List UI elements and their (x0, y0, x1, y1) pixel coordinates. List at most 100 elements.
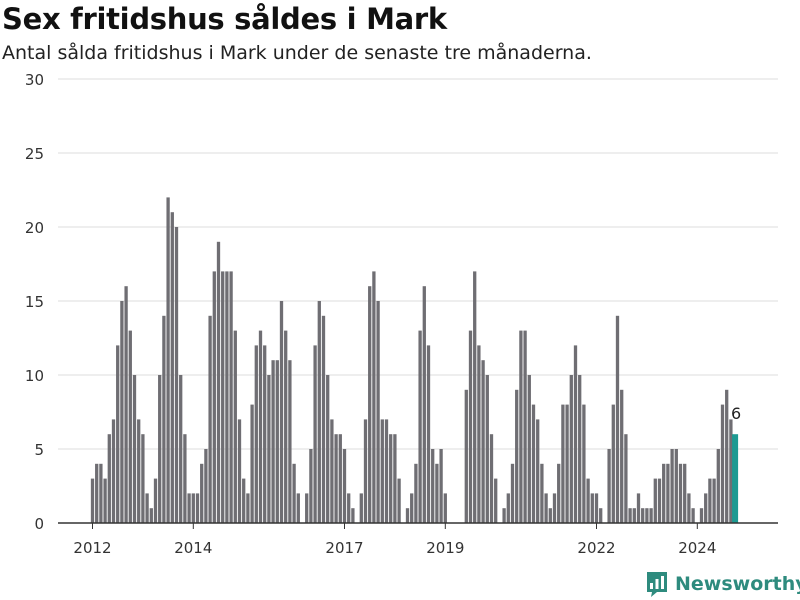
bar-highlighted (732, 434, 739, 523)
bar (158, 375, 162, 523)
bar (187, 493, 191, 523)
bar (330, 419, 334, 523)
bar (271, 360, 275, 523)
bar (216, 241, 221, 524)
bar (99, 463, 103, 523)
bar (641, 508, 645, 523)
bar (578, 375, 582, 523)
bar (183, 434, 187, 523)
bar (254, 345, 258, 523)
bar (477, 345, 481, 523)
bar (359, 493, 363, 523)
bar (221, 271, 225, 523)
bar (326, 375, 330, 523)
bar (615, 315, 620, 523)
bar (666, 463, 670, 523)
y-tick-label: 5 (34, 441, 44, 459)
bar (523, 330, 527, 523)
bar (347, 493, 351, 523)
bar (720, 404, 725, 523)
bar (599, 508, 603, 523)
bar (376, 301, 380, 523)
bar (363, 419, 368, 523)
bars (90, 197, 739, 524)
bar (410, 493, 414, 523)
bar (506, 493, 510, 523)
bar (439, 449, 443, 523)
bar (258, 330, 263, 523)
bar (657, 478, 662, 523)
bar (435, 463, 439, 523)
bar (313, 345, 317, 523)
bar (263, 345, 267, 523)
bar (473, 271, 477, 523)
bar (200, 463, 204, 523)
bar (645, 508, 649, 523)
bar (153, 478, 158, 523)
bar (405, 508, 410, 523)
bar (288, 360, 292, 523)
bar (565, 404, 569, 523)
y-tick-label: 10 (25, 367, 44, 385)
bar (527, 375, 531, 523)
bar (468, 330, 473, 523)
bar (195, 493, 200, 523)
bar (552, 493, 557, 523)
bar (246, 493, 250, 523)
chart-title: Sex fritidshus såldes i Mark (2, 2, 447, 36)
bar (284, 330, 288, 523)
annotations: 6 (731, 404, 741, 423)
bar (687, 493, 691, 523)
bar (242, 478, 246, 523)
bar (179, 375, 183, 523)
x-tick-label: 2012 (73, 539, 111, 557)
bar (342, 449, 347, 523)
bar (699, 508, 704, 523)
bar (611, 404, 615, 523)
bar (489, 434, 494, 523)
bar (426, 345, 431, 523)
bar (515, 389, 519, 523)
bar (166, 197, 170, 523)
x-tick-label: 2019 (426, 539, 464, 557)
bar (594, 493, 599, 523)
bar (116, 345, 120, 523)
bar (208, 315, 212, 523)
bar (557, 463, 561, 523)
bar (296, 493, 300, 523)
bar (531, 404, 536, 523)
bar (569, 375, 573, 523)
bar (393, 434, 397, 523)
bar (464, 389, 468, 523)
bar (649, 508, 653, 523)
grid-lines (58, 78, 778, 450)
bar (250, 404, 254, 523)
highlight-value-label: 6 (731, 404, 741, 423)
y-tick-label: 20 (25, 219, 44, 237)
bar (510, 463, 515, 523)
bar (225, 271, 229, 523)
bar (191, 493, 195, 523)
bar (708, 478, 712, 523)
bar (275, 360, 279, 523)
bar (628, 508, 632, 523)
bar (149, 508, 153, 523)
bar (662, 463, 666, 523)
bar (237, 419, 242, 523)
bar (683, 463, 687, 523)
bar (321, 315, 326, 523)
bar (712, 478, 716, 523)
bar (212, 271, 216, 523)
bar (338, 434, 342, 523)
y-tick-label: 30 (25, 71, 44, 89)
bar (267, 375, 271, 523)
bar (305, 493, 309, 523)
bar (334, 434, 338, 523)
bar (170, 212, 174, 523)
bar (624, 434, 628, 523)
bar (573, 345, 578, 523)
bar (691, 508, 695, 523)
x-tick-label: 2024 (678, 539, 716, 557)
bar (292, 463, 296, 523)
